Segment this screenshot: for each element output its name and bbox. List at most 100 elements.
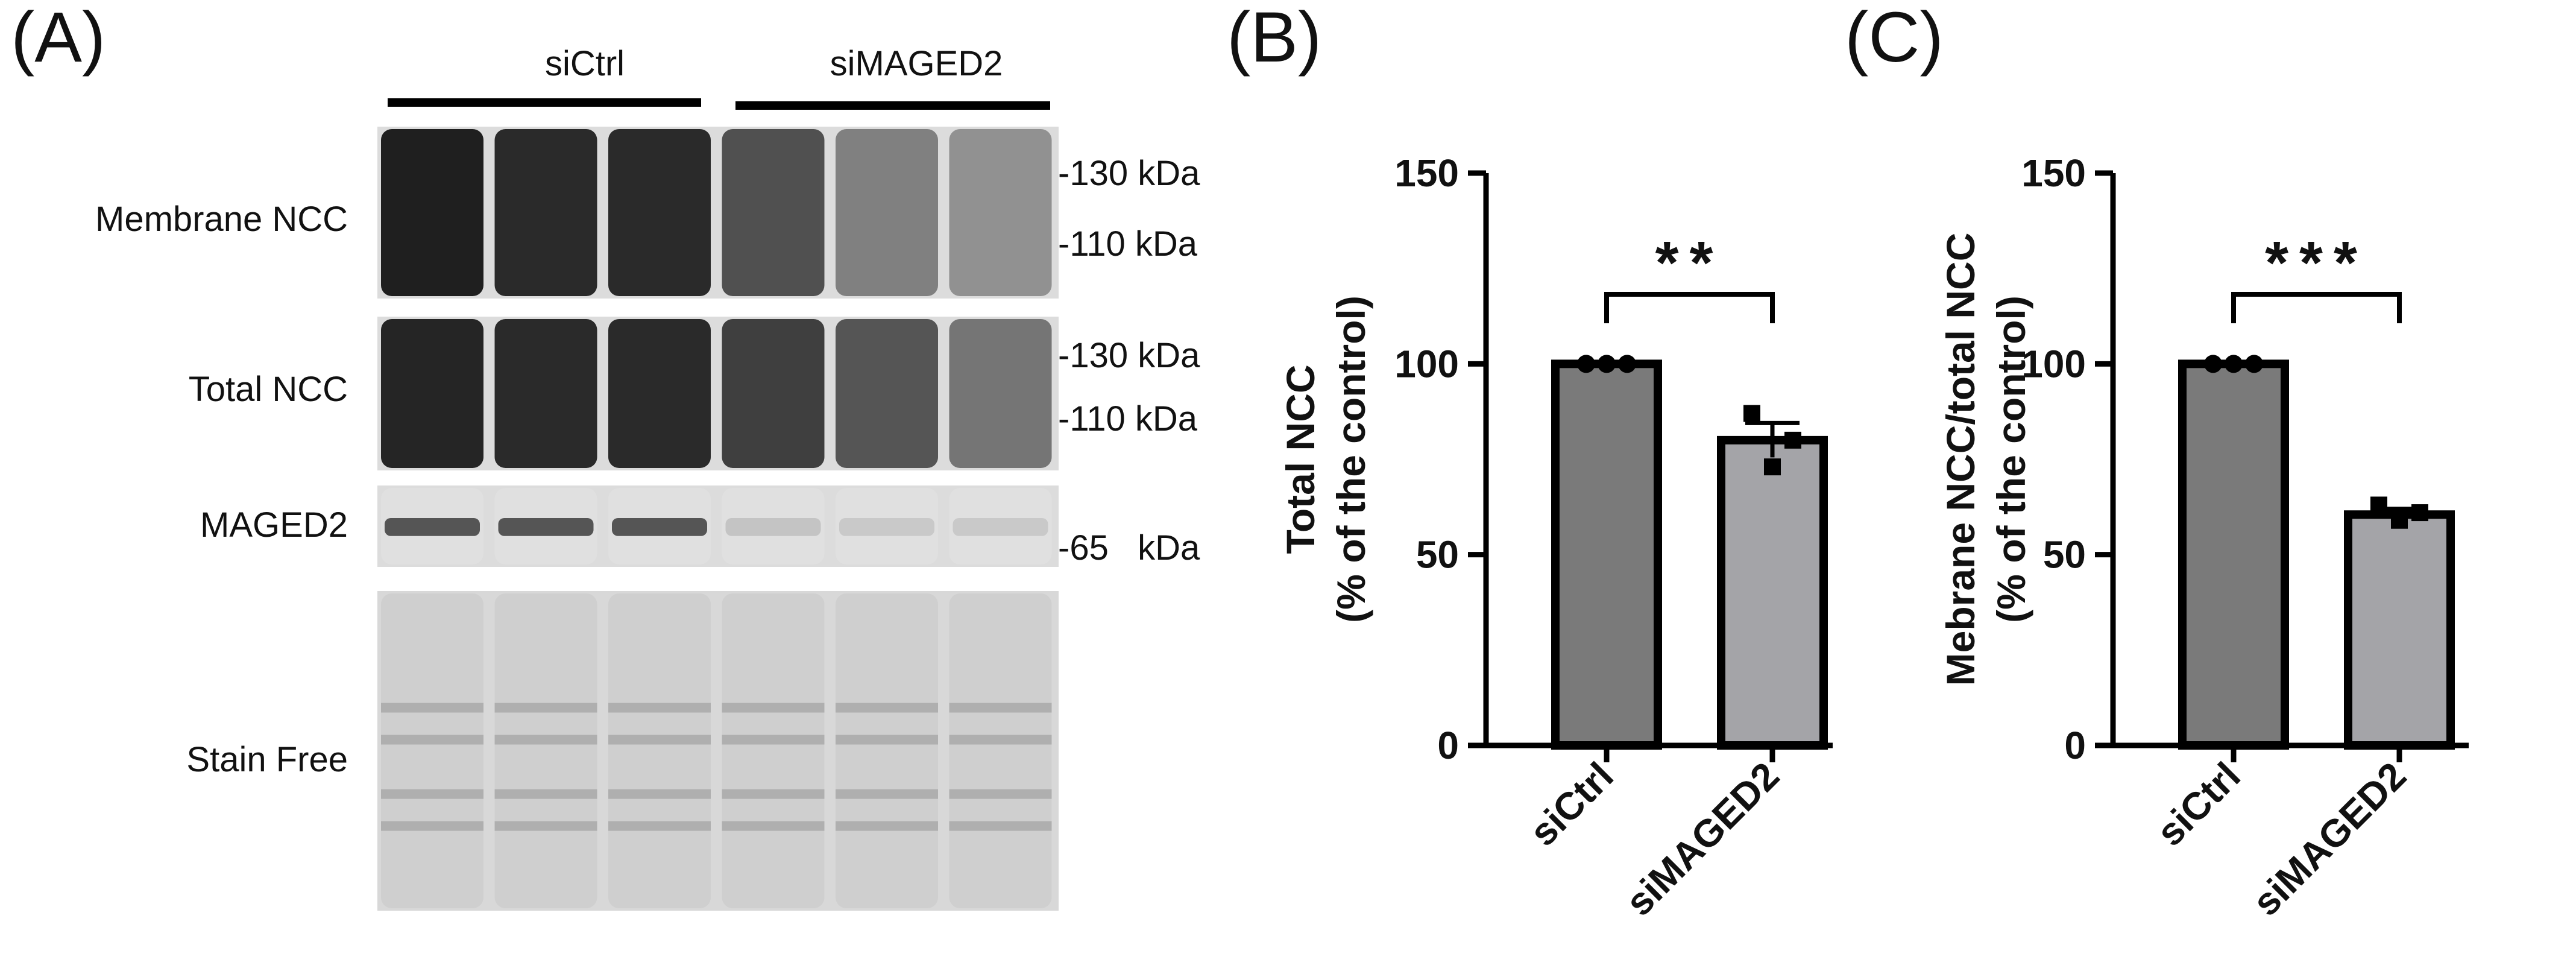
data-point xyxy=(2225,355,2243,373)
blot-strip-total-ncc xyxy=(377,317,1059,470)
blot-strip-svg xyxy=(377,485,1059,567)
y-tick-label: 100 xyxy=(1394,342,1459,385)
y-tick-label: 50 xyxy=(2043,533,2086,577)
blot-strip-membrane-ncc xyxy=(377,127,1059,299)
blot-background xyxy=(377,317,1059,470)
y-axis-label-line: (% of the control) xyxy=(1329,296,1373,623)
data-point xyxy=(1598,355,1616,373)
blot-band xyxy=(381,703,483,713)
blot-background xyxy=(377,591,1059,911)
blot-strip-maged2 xyxy=(377,485,1059,567)
blot-band xyxy=(949,735,1052,745)
blot-lane xyxy=(722,593,825,908)
x-tick-label: siMAGED2 xyxy=(1617,754,1787,924)
blot-lane xyxy=(494,319,597,468)
significance-bracket xyxy=(2231,292,2402,323)
blot-label-stain-free: Stain Free xyxy=(186,740,348,779)
data-point xyxy=(2245,355,2263,373)
blot-band xyxy=(722,821,825,831)
blot-band xyxy=(949,789,1052,799)
blot-lane xyxy=(608,593,711,908)
blot-lane xyxy=(836,593,938,908)
significance-label: ** xyxy=(1655,229,1724,297)
blot-lane xyxy=(949,319,1052,468)
blot-band xyxy=(836,789,938,799)
blot-lane xyxy=(494,129,597,296)
x-tick-label: siCtrl xyxy=(1521,754,1622,855)
blot-strip-svg xyxy=(377,127,1059,299)
blot-lane xyxy=(836,129,938,296)
blot-lane xyxy=(949,129,1052,296)
data-point xyxy=(1577,355,1595,373)
blot-band xyxy=(722,703,825,713)
group-bar-simaged2 xyxy=(735,101,1050,110)
bar-siMAGED2 xyxy=(2344,510,2455,750)
blot-label-membrane-ncc: Membrane NCC xyxy=(95,200,348,239)
blot-band xyxy=(949,821,1052,831)
y-axis-label: Total NCC (% of the control) xyxy=(1278,296,1373,623)
blot-band xyxy=(722,735,825,745)
marker-membrane-110: -110 kDa xyxy=(1058,224,1198,264)
data-point xyxy=(2204,355,2222,373)
blot-lane xyxy=(836,319,938,468)
data-point xyxy=(1743,405,1760,422)
blot-band xyxy=(385,518,480,536)
data-point xyxy=(2391,511,2408,529)
panel-label-a: (A) xyxy=(11,0,106,77)
chart-total-ncc: 0 50 100 150 Total NCC (% of the control) siCt… xyxy=(1278,151,1833,924)
y-tick-label: 0 xyxy=(1437,724,1459,767)
group-bar-sictrl xyxy=(388,98,701,107)
data-point xyxy=(1764,458,1781,476)
y-tick-label: 0 xyxy=(2064,724,2086,767)
blot-band xyxy=(381,789,483,799)
blot-band xyxy=(494,789,597,799)
blot-band xyxy=(494,821,597,831)
blot-strip-svg xyxy=(377,591,1059,911)
bar-siCtrl xyxy=(1551,359,1662,750)
blot-lane xyxy=(608,129,711,296)
blot-band xyxy=(608,789,711,799)
blot-band xyxy=(725,518,821,536)
blot-lane xyxy=(494,593,597,908)
blot-band xyxy=(494,703,597,713)
blot-band xyxy=(608,821,711,831)
blot-label-total-ncc: Total NCC xyxy=(188,370,348,409)
blot-band xyxy=(839,518,934,536)
blot-background xyxy=(377,127,1059,299)
data-point xyxy=(2411,504,2428,522)
blot-band xyxy=(953,518,1048,536)
blot-lane xyxy=(722,319,825,468)
y-axis-label-line: (% of the control) xyxy=(1989,296,2033,623)
significance-bracket xyxy=(1604,292,1775,323)
blot-band xyxy=(494,735,597,745)
group-label-sictrl: siCtrl xyxy=(544,44,625,83)
data-point xyxy=(1784,431,1801,449)
blot-label-maged2: MAGED2 xyxy=(200,505,348,545)
panel-label-c: (C) xyxy=(1845,0,1944,77)
blot-band xyxy=(381,735,483,745)
y-axis-label-line: Total NCC xyxy=(1278,364,1323,554)
y-axis-label: Mebrane NCC/total NCC (% of the control) xyxy=(1938,233,2033,686)
blot-lane xyxy=(949,593,1052,908)
marker-total-130: -130 kDa xyxy=(1058,336,1200,375)
data-point xyxy=(2370,496,2387,514)
blot-band xyxy=(612,518,707,536)
blot-band xyxy=(381,821,483,831)
y-tick-label: 100 xyxy=(2021,342,2086,385)
panel-label-b: (B) xyxy=(1227,0,1322,77)
significance-label: *** xyxy=(2265,229,2368,297)
bar-siMAGED2 xyxy=(1717,435,1828,750)
blot-lane xyxy=(722,129,825,296)
bar-siCtrl xyxy=(2178,359,2289,750)
chart-membrane-total-ncc: 0 50 100 150 Mebrane NCC/total NCC (% of the … xyxy=(1938,151,2469,924)
data-point xyxy=(1618,355,1636,373)
y-axis-label-line: Mebrane NCC/total NCC xyxy=(1938,233,1983,686)
marker-membrane-130: -130 kDa xyxy=(1058,154,1200,193)
blot-background xyxy=(377,485,1059,567)
blot-strip-svg xyxy=(377,317,1059,470)
blot-band xyxy=(836,821,938,831)
blot-band xyxy=(836,735,938,745)
blot-lane xyxy=(608,319,711,468)
blot-lane xyxy=(381,129,483,296)
blot-lane xyxy=(381,593,483,908)
